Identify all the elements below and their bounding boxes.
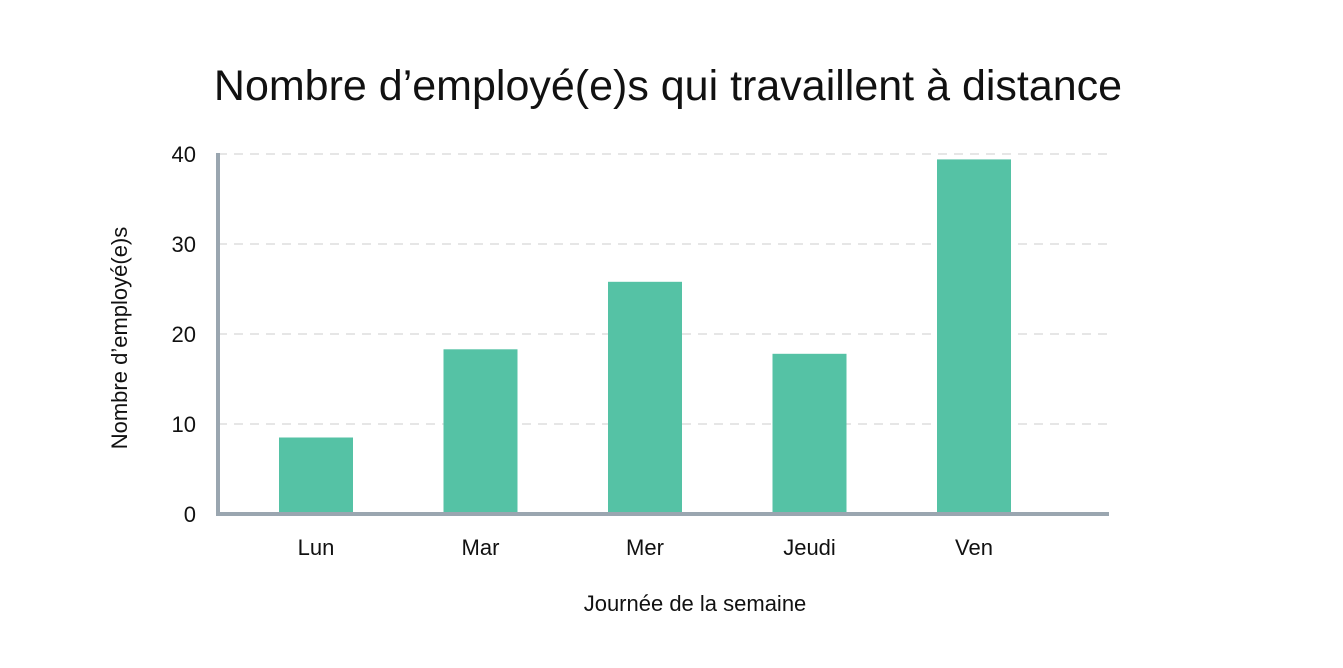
y-tick-label: 30 <box>172 232 196 257</box>
x-axis-label: Journée de la semaine <box>584 591 807 616</box>
y-tick-label: 20 <box>172 322 196 347</box>
bar <box>443 349 518 514</box>
y-tick-label: 0 <box>184 502 196 527</box>
bar <box>608 281 682 514</box>
bars <box>279 159 1011 514</box>
x-tick-label: Mer <box>626 535 664 560</box>
y-axis-label: Nombre d’employé(e)s <box>107 227 132 450</box>
bar <box>937 159 1011 514</box>
y-tick-labels: 0 10 20 30 40 <box>172 142 196 527</box>
y-tick-label: 10 <box>172 412 196 437</box>
x-tick-label: Ven <box>955 535 993 560</box>
x-tick-label: Lun <box>298 535 335 560</box>
bar <box>772 353 847 514</box>
x-tick-label: Jeudi <box>783 535 836 560</box>
x-tick-label: Mar <box>462 535 500 560</box>
bar <box>279 437 353 514</box>
chart-title: Nombre d’employé(e)s qui travaillent à d… <box>214 62 1122 110</box>
y-tick-label: 40 <box>172 142 196 167</box>
x-tick-labels: Lun Mar Mer Jeudi Ven <box>298 535 993 560</box>
